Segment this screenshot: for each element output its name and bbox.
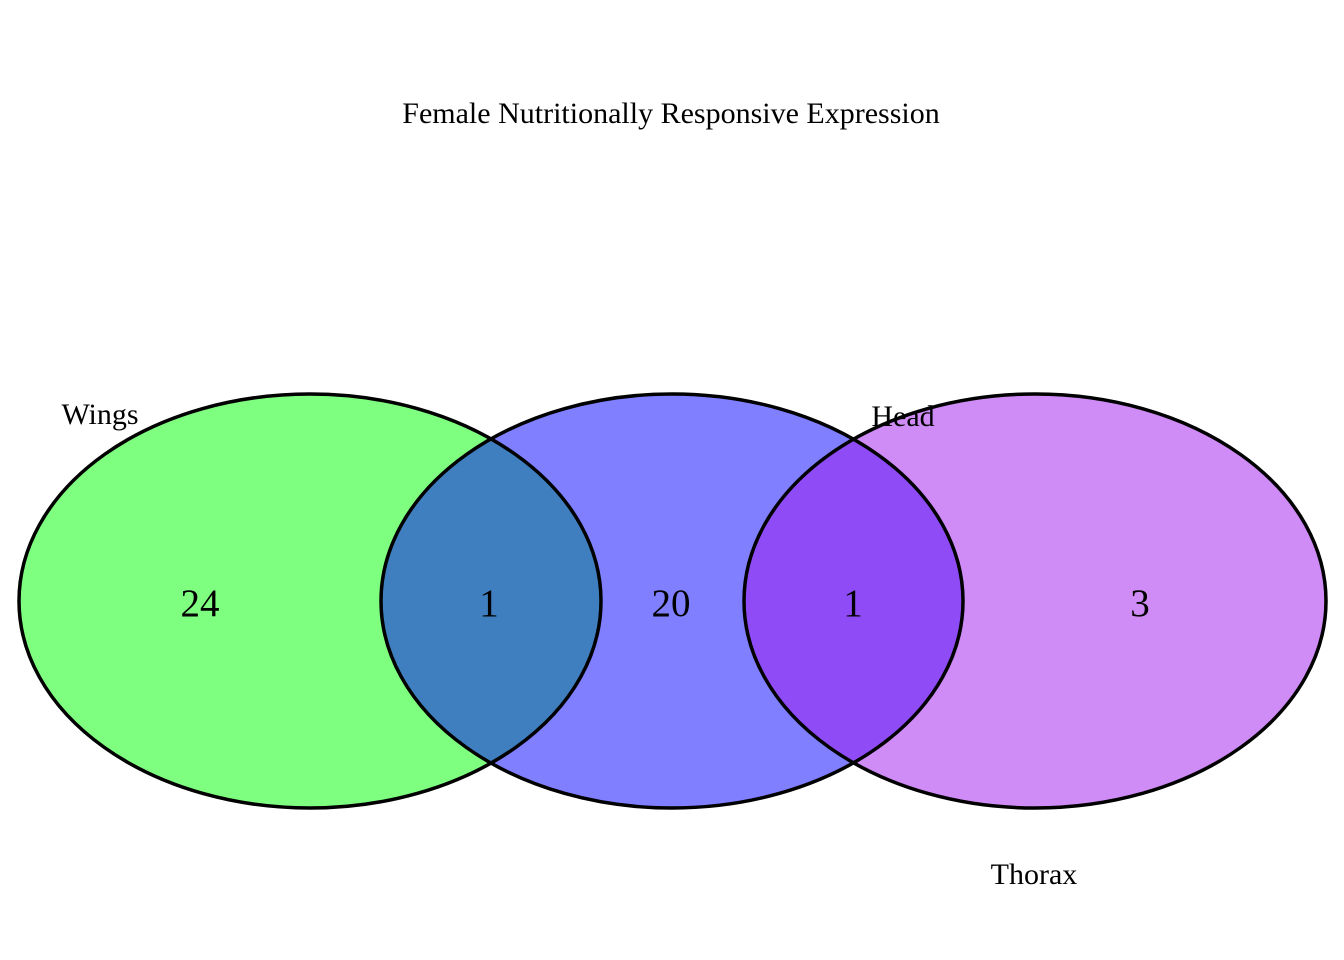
count-wings-only: 24 [181,582,220,625]
count-thorax-only: 3 [1130,582,1150,625]
set-thorax-region [744,394,1326,808]
count-head-only: 20 [652,582,691,625]
count-head-thorax: 1 [843,582,863,625]
set-wings-outline [17,392,603,810]
set-label-head: Head [871,400,934,433]
set-head-outline [379,392,965,810]
set-label-thorax: Thorax [991,858,1078,891]
diagram-title: Female Nutritionally Responsive Expressi… [402,97,939,130]
count-wings-head: 1 [479,582,499,625]
set-thorax-outline [742,392,1328,810]
set-label-wings: Wings [61,398,138,431]
